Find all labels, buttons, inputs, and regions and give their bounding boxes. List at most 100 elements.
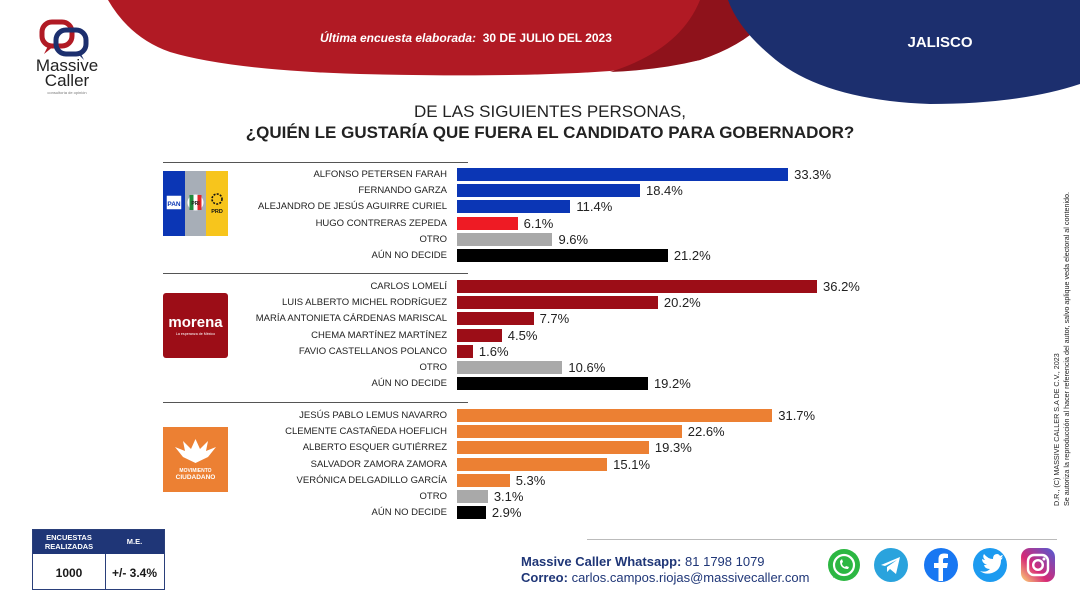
group-divider [163,273,468,274]
bar [457,409,773,422]
brand-name-line1: Massive [35,56,99,75]
bar-value-label: 31.7% [778,408,816,423]
bar-value-label: 19.3% [654,440,692,456]
bar [457,280,817,293]
pan-pri-prd-logo: PAN PRI PRD [163,171,228,236]
group-divider [163,162,468,163]
footer-divider [587,539,1057,540]
bar [457,249,668,262]
bar [457,490,488,503]
bar-value-label: 7.7% [539,311,570,327]
banner-red-wave [108,0,780,76]
bar [457,328,502,342]
bar-value-label: 22.6% [687,424,725,440]
bar [457,168,789,181]
bar-label: AÚN NO DECIDE [371,250,447,261]
bar [457,344,473,358]
brand-logo [28,18,108,96]
email-address[interactable]: carlos.campos.riojas@massivecaller.com [571,570,810,585]
bar-label: AÚN NO DECIDE [371,378,447,390]
chart-title-line1: DE LAS SIGUIENTES PERSONAS, [413,102,687,121]
bar-value-label: 10.6% [568,360,606,375]
methodology-table: ENCUESTAS REALIZADAS M.E. 1000 +/- 3.4% [32,529,165,590]
pri-label: PRI [191,201,200,207]
bar [457,232,553,246]
twitter-icon[interactable] [971,546,1009,584]
morena-wordmark: morena [168,314,223,331]
bar [457,312,534,326]
surveys-header-line1: ENCUESTAS [46,533,92,542]
pan-label: PAN [167,201,181,208]
bar-value-label: 9.6% [558,231,589,247]
survey-date-line: Última encuesta elaborada: 30 DE JULIO D… [320,31,612,45]
email-label: Correo: [521,570,568,585]
prd-label: PRD [211,209,223,215]
copyright-line2: Se autoriza la reproducción al hacer ref… [1062,192,1071,506]
brand-name: Massive Caller [30,56,104,90]
bar [457,441,649,455]
bar [457,200,571,214]
group-divider [163,402,468,403]
bar [457,457,608,471]
morena-tagline: La esperanza de México [176,332,215,336]
copyright-line1: D.R., (C) MASSIVE CALLER S.A DE C.V., 20… [1052,353,1061,506]
bar [457,377,648,391]
copyright-note: D.R., (C) MASSIVE CALLER S.A DE C.V., 20… [1052,192,1071,506]
methodology-header [33,530,164,554]
bar-label: AÚN NO DECIDE [371,507,447,519]
bar-label: OTRO [419,491,447,502]
bar-value-label: 1.6% [478,343,509,359]
bar-value-label: 15.1% [613,456,651,472]
surveys-header-line2: REALIZADAS [44,542,94,551]
whatsapp-number[interactable]: 81 1798 1079 [685,554,765,569]
chart-title-line2: ¿QUIÉN LE GUSTARÍA QUE FUERA EL CANDIDAT… [245,123,855,142]
footer-whatsapp: Massive Caller Whatsapp: 81 1798 1079 [521,554,765,569]
bar [457,184,640,198]
bar-value-label: 18.4% [645,183,683,199]
morena-logo: morena La esperanza de México [163,293,228,358]
bar [457,361,563,374]
bar-value-label: 2.9% [491,505,522,521]
bar-value-label: 5.3% [515,472,546,488]
bar-value-label: 33.3% [794,167,832,182]
footer-email: Correo: carlos.campos.riojas@massivecall… [521,570,809,585]
table-separator [105,554,106,589]
header-banner [108,0,1080,104]
margin-error-value: +/- 3.4% [111,566,158,580]
bar-label: JESÚS PABLO LEMUS NAVARRO [299,410,447,421]
bar [457,296,658,310]
movimiento-ciudadano-logo: MOVIMIENTO CIUDADANO [163,427,228,492]
whatsapp-label: Massive Caller Whatsapp: [521,554,682,569]
bar [457,506,486,520]
banner-navy-wave [728,0,1080,104]
chat-bubbles-icon [39,19,89,60]
bar [457,473,510,487]
instagram-icon[interactable] [1019,546,1057,584]
telegram-icon[interactable] [872,546,910,584]
surveys-value: 1000 [55,566,83,580]
survey-date: 30 DE JULIO DEL 2023 [482,31,612,45]
bar-value-label: 6.1% [523,215,554,231]
brand-name-line2: Caller [44,71,90,90]
brand-tagline: consultoría de opinión [47,90,87,95]
bar [457,425,682,439]
bar-label: CARLOS LOMELÍ [370,281,447,292]
bar-value-label: 36.2% [823,279,860,294]
whatsapp-icon[interactable] [825,546,863,584]
bar-value-label: 4.5% [507,327,538,343]
bar-value-label: 11.4% [576,199,613,215]
margin-error-header: M.E. [126,537,143,546]
banner-red-shadow [600,0,780,72]
mc-label-line2: CIUDADANO [176,474,216,481]
survey-label: Última encuesta elaborada: [320,31,477,45]
bar-value-label: 19.2% [653,376,691,392]
mc-label-line1: MOVIMIENTO [179,468,211,474]
bar-value-label: 20.2% [663,295,701,311]
bar-label: OTRO [419,362,447,373]
state-label: JALISCO [907,34,973,51]
facebook-icon[interactable] [922,546,960,584]
surveys-header: ENCUESTAS REALIZADAS [33,533,105,551]
bar-value-label: 21.2% [673,248,711,263]
bar [457,216,518,230]
bar-value-label: 3.1% [493,489,524,504]
